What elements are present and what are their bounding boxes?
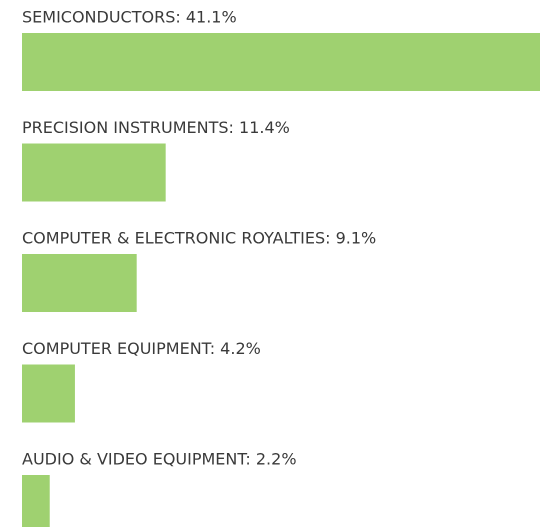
bar-label: PRECISION INSTRUMENTS: 11.4% (22, 118, 290, 137)
bar (22, 254, 137, 312)
bar-label: COMPUTER EQUIPMENT: 4.2% (22, 339, 261, 358)
bar-label: AUDIO & VIDEO EQUIPMENT: 2.2% (22, 450, 297, 469)
bar (22, 143, 166, 202)
bar-label: COMPUTER & ELECTRONIC ROYALTIES: 9.1% (22, 229, 376, 248)
bar (22, 364, 75, 423)
bar (22, 475, 50, 527)
bar (22, 33, 540, 91)
bar-label: SEMICONDUCTORS: 41.1% (22, 8, 237, 27)
